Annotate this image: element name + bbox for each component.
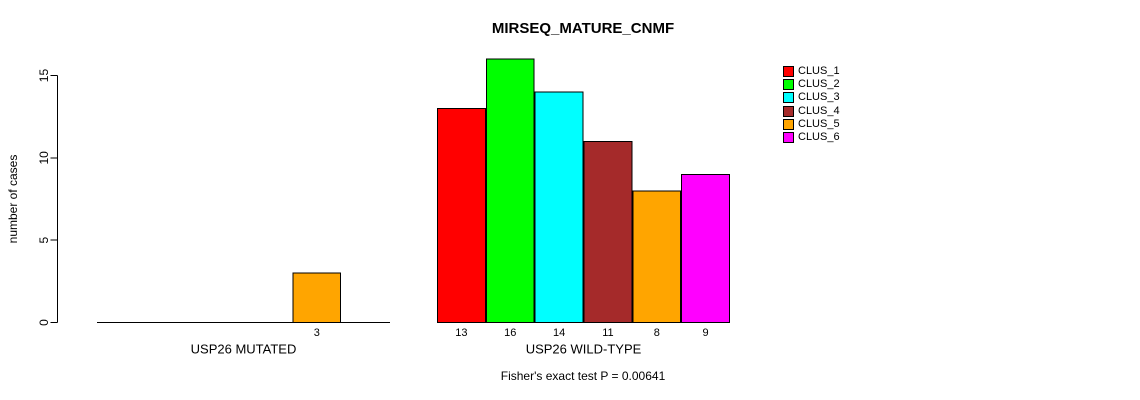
bar-value-label: 14 xyxy=(553,327,565,339)
bar-clus_5-mutated xyxy=(292,272,342,324)
legend-swatch-clus_3 xyxy=(783,92,794,104)
legend-item-clus_6: CLUS_6 xyxy=(783,131,840,144)
chart-title: MIRSEQ_MATURE_CNMF xyxy=(491,20,675,37)
legend-item-clus_5: CLUS_5 xyxy=(783,118,840,131)
bar-value-label: 9 xyxy=(703,327,709,339)
legend-swatch-clus_6 xyxy=(783,132,794,144)
legend-item-clus_3: CLUS_3 xyxy=(783,91,840,104)
bar-clus_5-wild-type xyxy=(632,190,682,323)
bar-value-label: 11 xyxy=(602,327,613,339)
bar-clus_3-wild-type xyxy=(534,91,584,324)
y-tick-label: 5 xyxy=(37,237,51,244)
legend-label: CLUS_5 xyxy=(798,117,840,130)
y-tick-label: 15 xyxy=(37,69,51,83)
bar-clus_1-wild-type xyxy=(437,107,486,323)
bar-clus_6-wild-type xyxy=(681,173,731,323)
legend-item-clus_4: CLUS_4 xyxy=(783,105,840,118)
bar-value-label: 13 xyxy=(455,327,467,339)
legend-label: CLUS_6 xyxy=(798,131,840,144)
bar-clus_4-wild-type xyxy=(583,140,633,323)
y-tick-label: 10 xyxy=(37,151,51,165)
bar-value-label: 16 xyxy=(504,327,516,339)
legend-swatch-clus_5 xyxy=(783,118,794,130)
bar-clus_2-wild-type xyxy=(485,58,535,324)
y-tick-label: 0 xyxy=(37,319,51,326)
legend-item-clus_2: CLUS_2 xyxy=(783,78,840,91)
legend-swatch-clus_2 xyxy=(783,79,794,91)
legend-item-clus_1: CLUS_1 xyxy=(783,65,840,78)
legend-label: CLUS_1 xyxy=(798,65,840,78)
bar-value-label: 3 xyxy=(314,327,320,339)
legend-label: CLUS_2 xyxy=(798,78,840,91)
group-label-mutated: USP26 MUTATED xyxy=(191,342,297,357)
legend-label: CLUS_3 xyxy=(798,91,840,104)
legend-swatch-clus_1 xyxy=(783,66,794,78)
bar-value-label: 8 xyxy=(654,327,660,339)
legend-swatch-clus_4 xyxy=(783,105,794,117)
legend: CLUS_1 CLUS_2 CLUS_3 CLUS_4 CLUS_5 CLUS_6 xyxy=(783,65,840,144)
legend-label: CLUS_4 xyxy=(798,104,840,117)
group-label-wild-type: USP26 WILD-TYPE xyxy=(526,342,642,357)
fisher-test-annotation: Fisher's exact test P = 0.00641 xyxy=(500,369,666,383)
